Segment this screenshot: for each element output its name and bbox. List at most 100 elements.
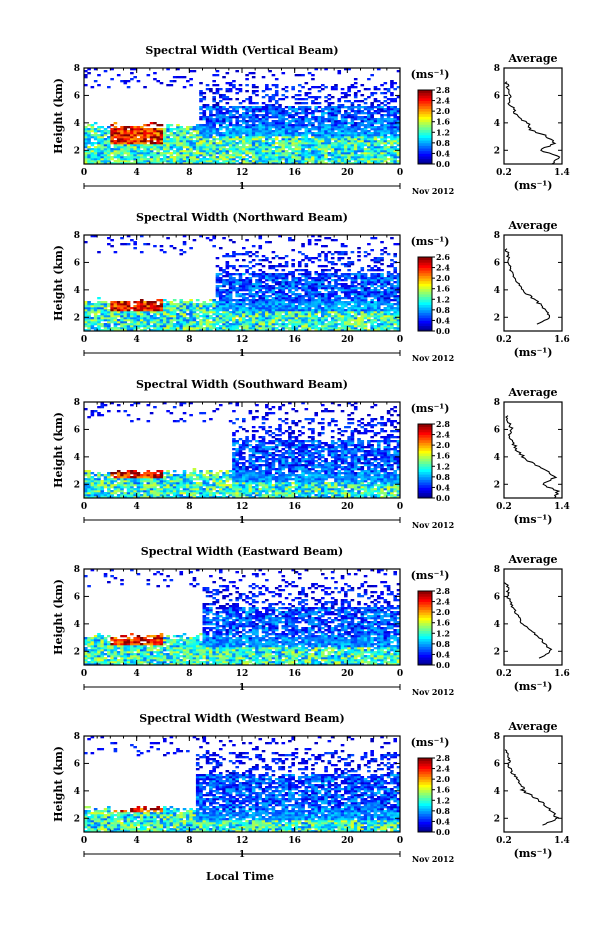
average-profile-line [504, 81, 561, 165]
colorbar-tick-label: 0.4 [436, 649, 450, 659]
profile-y-tick-label: 2 [494, 480, 500, 490]
x-tick-label: 16 [288, 836, 301, 846]
colorbar-tick-label: 2.4 [436, 96, 450, 106]
x-tick-label: 20 [341, 669, 354, 679]
panel-title: Spectral Width (Vertical Beam) [145, 44, 338, 57]
x-axis-label: Local Time [206, 870, 274, 883]
panel-4: Spectral Width (Eastward Beam) Height (km… [52, 545, 570, 697]
profile-x-label: (ms⁻¹) [514, 179, 553, 192]
colorbar-unit: (ms⁻¹) [411, 402, 450, 415]
colorbar-tick-label: 1.2 [436, 628, 450, 638]
x-tick-label: 4 [134, 836, 140, 846]
colorbar-tick-label: 0.0 [436, 326, 450, 336]
colorbar-unit: (ms⁻¹) [411, 235, 450, 248]
x-tick-label: 4 [134, 502, 140, 512]
colorbar-tick-label: 0.8 [436, 806, 450, 816]
colorbar-tick-label: 2.0 [436, 607, 450, 617]
profile-y-tick-label: 8 [494, 732, 500, 742]
y-axis-label: Height (km) [52, 78, 65, 154]
x-tick-label: 4 [134, 168, 140, 178]
date-label: Nov 2012 [412, 353, 454, 363]
x-tick-label: 16 [288, 669, 301, 679]
colorbar-tick-label: 0.0 [436, 660, 450, 670]
colorbar-tick-label: 0.8 [436, 472, 450, 482]
date-label: Nov 2012 [412, 687, 454, 697]
panel-title: Spectral Width (Southward Beam) [136, 378, 348, 391]
y-axis-label: Height (km) [52, 746, 65, 822]
colorbar-tick-label: 1.2 [436, 127, 450, 137]
colorbar-tick-label: 1.6 [436, 618, 450, 628]
x-tick-label: 0 [81, 836, 87, 846]
profile-y-tick-label: 2 [494, 313, 500, 323]
x-tick-label: 12 [236, 502, 249, 512]
profile-y-tick-label: 2 [494, 814, 500, 824]
colorbar-tick-label: 2.6 [436, 252, 450, 262]
colorbar-tick-label: 0.0 [436, 159, 450, 169]
profile-title: Average [507, 52, 557, 65]
panel-title: Spectral Width (Westward Beam) [139, 712, 344, 725]
colorbar [417, 256, 433, 332]
profile-title: Average [507, 386, 557, 399]
x-tick-label: 0 [397, 502, 403, 512]
profile-x-label: (ms⁻¹) [514, 680, 553, 693]
spectral-width-heatmap [84, 68, 401, 165]
date-label: Nov 2012 [412, 854, 454, 864]
spectral-width-heatmap [84, 569, 401, 666]
profile-y-tick-label: 6 [494, 592, 500, 602]
colorbar [417, 590, 433, 666]
colorbar-tick-label: 1.6 [436, 451, 450, 461]
colorbar-tick-label: 2.8 [436, 753, 450, 763]
x-tick-label: 16 [288, 168, 301, 178]
y-tick-label: 2 [74, 480, 80, 490]
y-tick-label: 2 [74, 647, 80, 657]
y-tick-label: 2 [74, 146, 80, 156]
profile-frame [503, 735, 563, 833]
average-profile-line [504, 248, 551, 325]
colorbar-tick-label: 1.6 [436, 785, 450, 795]
x-tick-label: 0 [397, 335, 403, 345]
colorbar-tick-label: 2.8 [436, 586, 450, 596]
y-axis-label: Height (km) [52, 245, 65, 321]
profile-y-tick-label: 8 [494, 64, 500, 74]
colorbar-tick-label: 2.4 [436, 597, 450, 607]
x-tick-label: 8 [186, 669, 192, 679]
profile-y-tick-label: 6 [494, 91, 500, 101]
colorbar-tick-label: 0.4 [436, 148, 450, 158]
x-tick-label: 20 [341, 836, 354, 846]
panel-5: Spectral Width (Westward Beam) Height (km… [52, 712, 570, 864]
y-tick-label: 8 [74, 64, 80, 74]
y-tick-label: 6 [74, 592, 80, 602]
colorbar-tick-label: 0.8 [436, 639, 450, 649]
profile-frame [503, 401, 563, 499]
date-label: Nov 2012 [412, 186, 454, 196]
x-tick-label: 0 [81, 335, 87, 345]
profile-x-tick-label: 1.4 [554, 502, 570, 512]
colorbar-tick-label: 2.4 [436, 764, 450, 774]
date-label: Nov 2012 [412, 520, 454, 530]
colorbar-tick-label: 2.4 [436, 430, 450, 440]
day-marker: 1 [239, 349, 245, 359]
colorbar-tick-label: 2.0 [436, 774, 450, 784]
profile-y-tick-label: 8 [494, 398, 500, 408]
panel-2: Spectral Width (Northward Beam) Height (k… [52, 211, 570, 363]
colorbar-tick-label: 1.2 [436, 795, 450, 805]
spectral-width-heatmap [84, 402, 401, 499]
x-tick-label: 8 [186, 168, 192, 178]
x-tick-label: 4 [134, 335, 140, 345]
y-tick-label: 6 [74, 759, 80, 769]
y-tick-label: 2 [74, 814, 80, 824]
spectral-width-heatmap [84, 736, 401, 833]
spectral-width-heatmap [84, 235, 401, 332]
profile-y-tick-label: 8 [494, 565, 500, 575]
profile-y-tick-label: 6 [494, 425, 500, 435]
y-tick-label: 4 [74, 620, 80, 630]
colorbar-tick-label: 2.8 [436, 419, 450, 429]
colorbar-tick-label: 0.4 [436, 816, 450, 826]
profile-frame [503, 568, 563, 666]
y-tick-label: 8 [74, 565, 80, 575]
x-tick-label: 8 [186, 836, 192, 846]
y-tick-label: 2 [74, 313, 80, 323]
y-tick-label: 6 [74, 258, 80, 268]
profile-x-tick-label: 0.2 [496, 669, 512, 679]
